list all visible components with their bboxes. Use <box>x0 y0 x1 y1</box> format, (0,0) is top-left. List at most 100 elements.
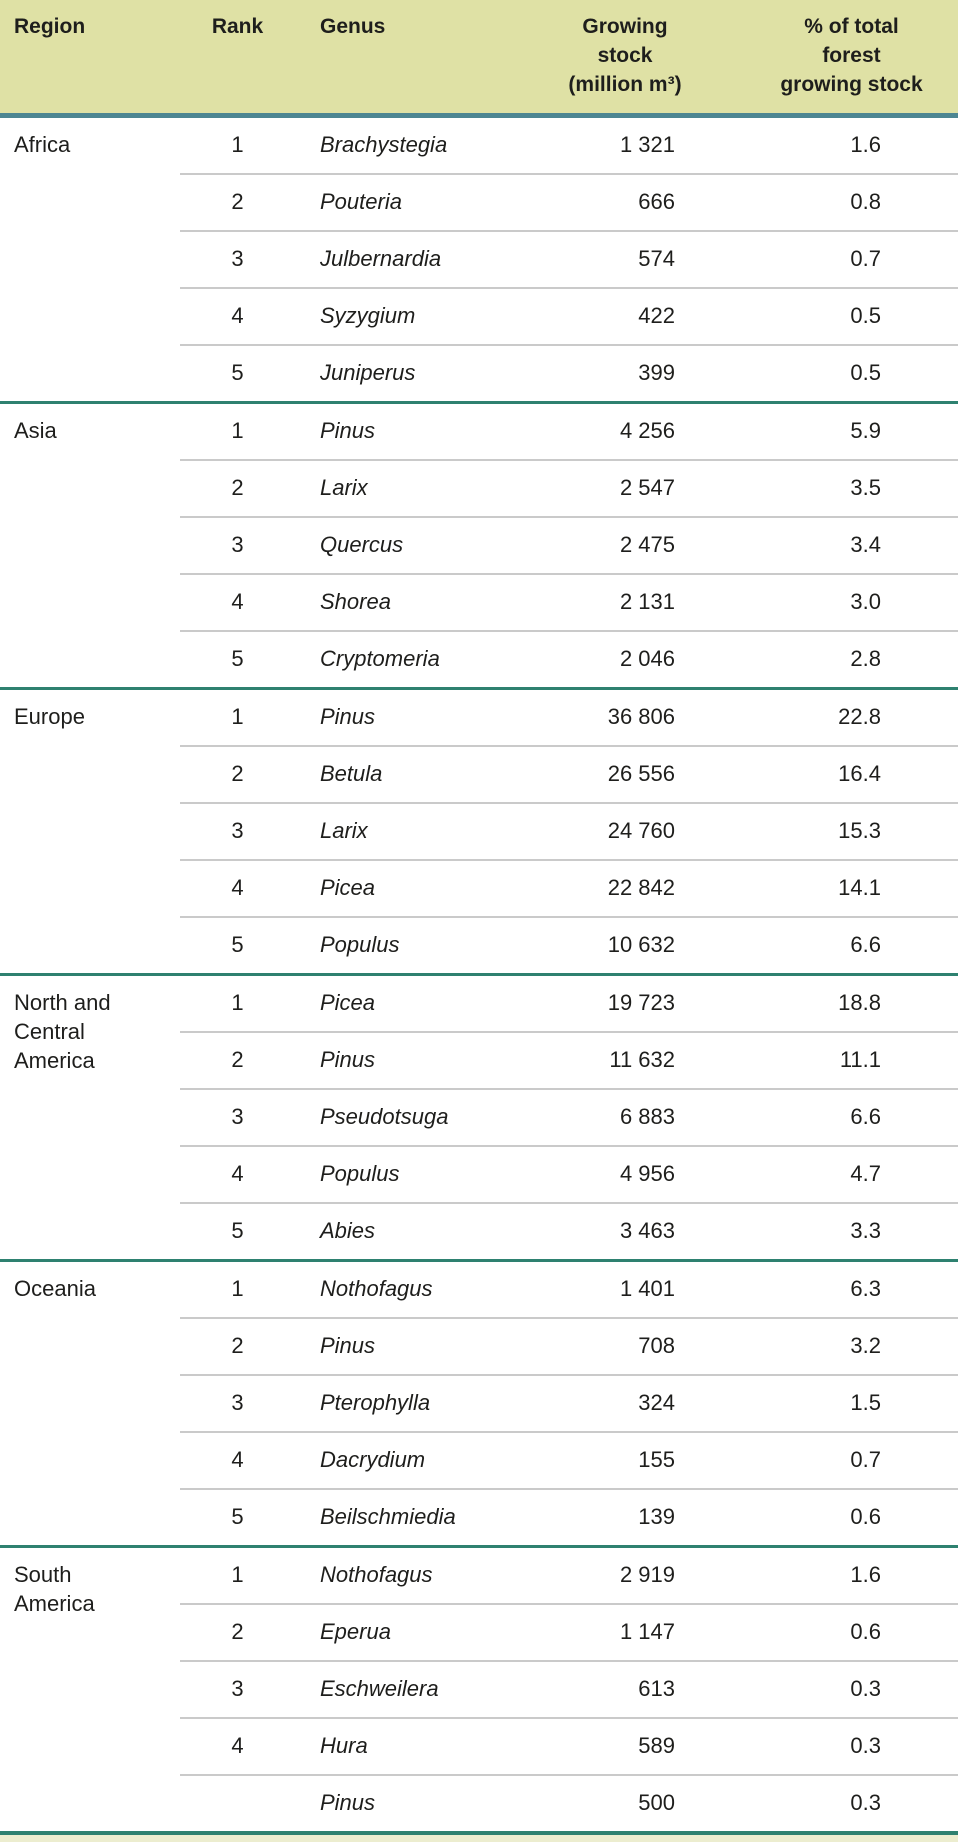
table-row: 4 Hura 589 0.3 <box>0 1716 958 1775</box>
genus-cell: Betula <box>295 744 505 803</box>
table-row: 5 Abies 3 463 3.3 <box>0 1201 958 1260</box>
table-row: Pinus 500 0.3 <box>0 1773 958 1833</box>
genus-cell: Pinus <box>295 1316 505 1375</box>
col-header-rank: Rank <box>180 0 295 118</box>
genus-cell: Dacrydium <box>295 1430 505 1489</box>
table-row: 4 Picea 22 842 14.1 <box>0 858 958 917</box>
stock-cell: 613 <box>505 1659 745 1718</box>
rank-cell: 1 <box>180 1544 295 1604</box>
rank-cell: 2 <box>180 744 295 803</box>
pct-cell: 3.4 <box>745 515 958 574</box>
rank-cell: 1 <box>180 972 295 1032</box>
pct-cell: 0.3 <box>745 1773 958 1833</box>
genus-cell: Larix <box>295 801 505 860</box>
genus-cell: Populus <box>295 915 505 974</box>
table-header: Region Rank Genus Growing stock (million… <box>0 0 958 118</box>
genus-cell: Eperua <box>295 1602 505 1661</box>
genus-cell: Pterophylla <box>295 1373 505 1432</box>
table-row: South America 1 Nothofagus 2 919 1.6 <box>0 1544 958 1833</box>
genus-cell: Syzygium <box>295 286 505 345</box>
genus-cell: Abies <box>295 1201 505 1260</box>
stock-cell: 708 <box>505 1316 745 1375</box>
pct-cell: 3.3 <box>745 1201 958 1260</box>
table-row: 4 Syzygium 422 0.5 <box>0 286 958 345</box>
pct-cell: 1.6 <box>745 1544 958 1604</box>
rank-cell: 2 <box>180 1602 295 1661</box>
rank-cell: 3 <box>180 515 295 574</box>
stock-cell: 36 806 <box>505 686 745 746</box>
stock-cell: 589 <box>505 1716 745 1775</box>
rank-cell: 3 <box>180 1373 295 1432</box>
table-row: 3 Quercus 2 475 3.4 <box>0 515 958 574</box>
rank-cell: 5 <box>180 343 295 402</box>
stock-cell: 10 632 <box>505 915 745 974</box>
stock-cell: 399 <box>505 343 745 402</box>
pct-cell: 4.7 <box>745 1144 958 1203</box>
region-cell: Africa <box>0 113 180 402</box>
table-row: 4 Populus 4 956 4.7 <box>0 1144 958 1203</box>
table-body: Africa 1 Brachystegia 1 321 1.6 2 Pouteria 666 0… <box>0 113 958 1833</box>
table-row: 3 Pseudotsuga 6 883 6.6 <box>0 1087 958 1146</box>
stock-cell: 3 463 <box>505 1201 745 1260</box>
genus-cell: Beilschmiedia <box>295 1487 505 1546</box>
table-row: 3 Larix 24 760 15.3 <box>0 801 958 860</box>
table-row: Asia 1 Pinus 4 256 5.9 <box>0 400 958 688</box>
genus-cell: Brachystegia <box>295 113 505 174</box>
pct-cell: 11.1 <box>745 1030 958 1089</box>
pct-cell: 0.6 <box>745 1602 958 1661</box>
rank-cell: 1 <box>180 686 295 746</box>
stock-cell: 500 <box>505 1773 745 1833</box>
region-cell: Asia <box>0 400 180 688</box>
genus-cell: Nothofagus <box>295 1544 505 1604</box>
table-row: North and Central America 1 Picea 19 723 18.… <box>0 972 958 1260</box>
stock-cell: 2 475 <box>505 515 745 574</box>
genus-cell: Cryptomeria <box>295 629 505 688</box>
stock-cell: 2 046 <box>505 629 745 688</box>
pct-cell: 0.3 <box>745 1659 958 1718</box>
rank-cell: 4 <box>180 858 295 917</box>
genus-cell: Quercus <box>295 515 505 574</box>
rank-cell: 5 <box>180 1487 295 1546</box>
genus-cell: Eschweilera <box>295 1659 505 1718</box>
genus-cell: Picea <box>295 972 505 1032</box>
table-row: 2 Pinus 11 632 11.1 <box>0 1030 958 1089</box>
stock-cell: 24 760 <box>505 801 745 860</box>
stock-cell: 6 883 <box>505 1087 745 1146</box>
pct-cell: 1.6 <box>745 113 958 174</box>
stock-cell: 574 <box>505 229 745 288</box>
genus-cell: Larix <box>295 458 505 517</box>
rank-cell: 5 <box>180 629 295 688</box>
stock-cell: 4 956 <box>505 1144 745 1203</box>
stock-cell: 2 919 <box>505 1544 745 1604</box>
pct-cell: 6.3 <box>745 1258 958 1318</box>
pct-cell: 0.8 <box>745 172 958 231</box>
rank-cell: 2 <box>180 172 295 231</box>
stock-cell: 155 <box>505 1430 745 1489</box>
genus-cell: Nothofagus <box>295 1258 505 1318</box>
rank-cell: 4 <box>180 1430 295 1489</box>
pct-cell: 6.6 <box>745 915 958 974</box>
stock-cell: 11 632 <box>505 1030 745 1089</box>
stock-cell: 22 842 <box>505 858 745 917</box>
genus-cell: Populus <box>295 1144 505 1203</box>
rank-cell: 4 <box>180 286 295 345</box>
rank-cell: 3 <box>180 1087 295 1146</box>
pct-cell: 0.7 <box>745 1430 958 1489</box>
col-header-region: Region <box>0 0 180 118</box>
genus-cell: Pouteria <box>295 172 505 231</box>
table-row: 3 Eschweilera 613 0.3 <box>0 1659 958 1718</box>
genus-cell: Julbernardia <box>295 229 505 288</box>
table-row: 4 Dacrydium 155 0.7 <box>0 1430 958 1489</box>
stock-cell: 422 <box>505 286 745 345</box>
pct-cell: 16.4 <box>745 744 958 803</box>
genus-cell: Pinus <box>295 400 505 460</box>
rank-cell: 2 <box>180 1030 295 1089</box>
rank-cell: 5 <box>180 1201 295 1260</box>
pct-cell: 0.6 <box>745 1487 958 1546</box>
pct-cell: 0.5 <box>745 343 958 402</box>
region-cell: Oceania <box>0 1258 180 1546</box>
table-row: 3 Pterophylla 324 1.5 <box>0 1373 958 1432</box>
genus-cell: Picea <box>295 858 505 917</box>
genus-cell: Pinus <box>295 1030 505 1089</box>
table-row: 5 Populus 10 632 6.6 <box>0 915 958 974</box>
